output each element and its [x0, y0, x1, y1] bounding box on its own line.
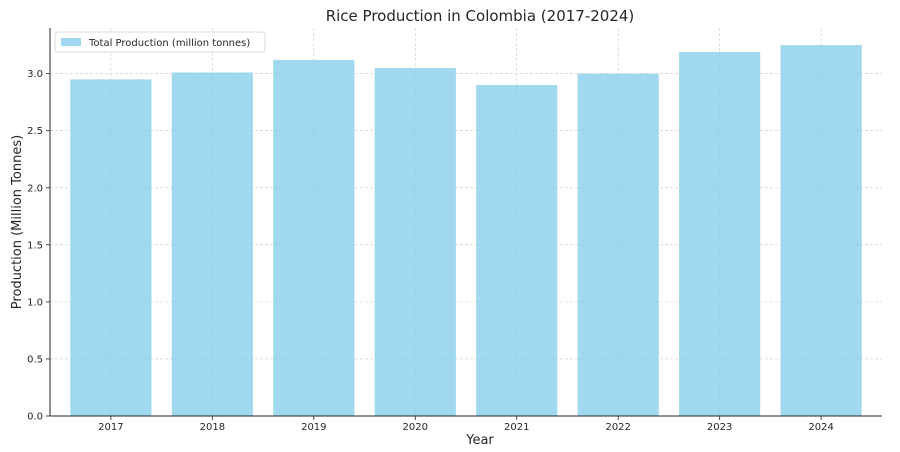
- legend: Total Production (million tonnes): [54, 31, 266, 53]
- bar-2019: [273, 59, 355, 416]
- y-tick-label: 1.0: [27, 297, 43, 308]
- x-axis-ticks: 2017 2018 2019 2020 2021 2022 2023 2024: [98, 416, 834, 433]
- bar-2020: [374, 67, 456, 417]
- y-tick-label: 2.5: [27, 126, 43, 137]
- x-tick-label: 2020: [403, 422, 428, 433]
- bar-2024: [780, 45, 862, 416]
- x-axis-title: Year: [465, 433, 494, 448]
- x-tick-label: 2023: [707, 422, 732, 433]
- bar-2021: [476, 85, 558, 416]
- x-tick-label: 2018: [200, 422, 225, 433]
- y-tick-label: 2.0: [27, 183, 43, 194]
- chart-title: Rice Production in Colombia (2017-2024): [326, 7, 635, 25]
- legend-label: Total Production (million tonnes): [88, 38, 250, 49]
- legend-swatch: [61, 38, 81, 46]
- y-tick-label: 1.5: [27, 240, 43, 251]
- y-tick-label: 3.0: [27, 69, 43, 80]
- y-tick-label: 0.5: [27, 354, 43, 365]
- x-tick-label: 2021: [504, 422, 529, 433]
- x-tick-label: 2017: [98, 422, 123, 433]
- bar-2017: [70, 79, 152, 417]
- y-axis-ticks: 0.0 0.5 1.0 1.5 2.0 2.5 3.0: [27, 69, 50, 423]
- bar-2018: [171, 72, 253, 416]
- axes: [49, 28, 882, 417]
- legend-frame: [54, 31, 266, 53]
- x-tick-label: 2019: [301, 422, 326, 433]
- x-tick-label: 2022: [605, 422, 630, 433]
- y-axis-title: Production (Million Tonnes): [10, 135, 25, 309]
- bars: [70, 45, 862, 417]
- bar-2023: [679, 51, 761, 416]
- x-tick-label: 2024: [808, 422, 833, 433]
- y-tick-label: 0.0: [27, 412, 43, 423]
- bar-2022: [577, 73, 659, 416]
